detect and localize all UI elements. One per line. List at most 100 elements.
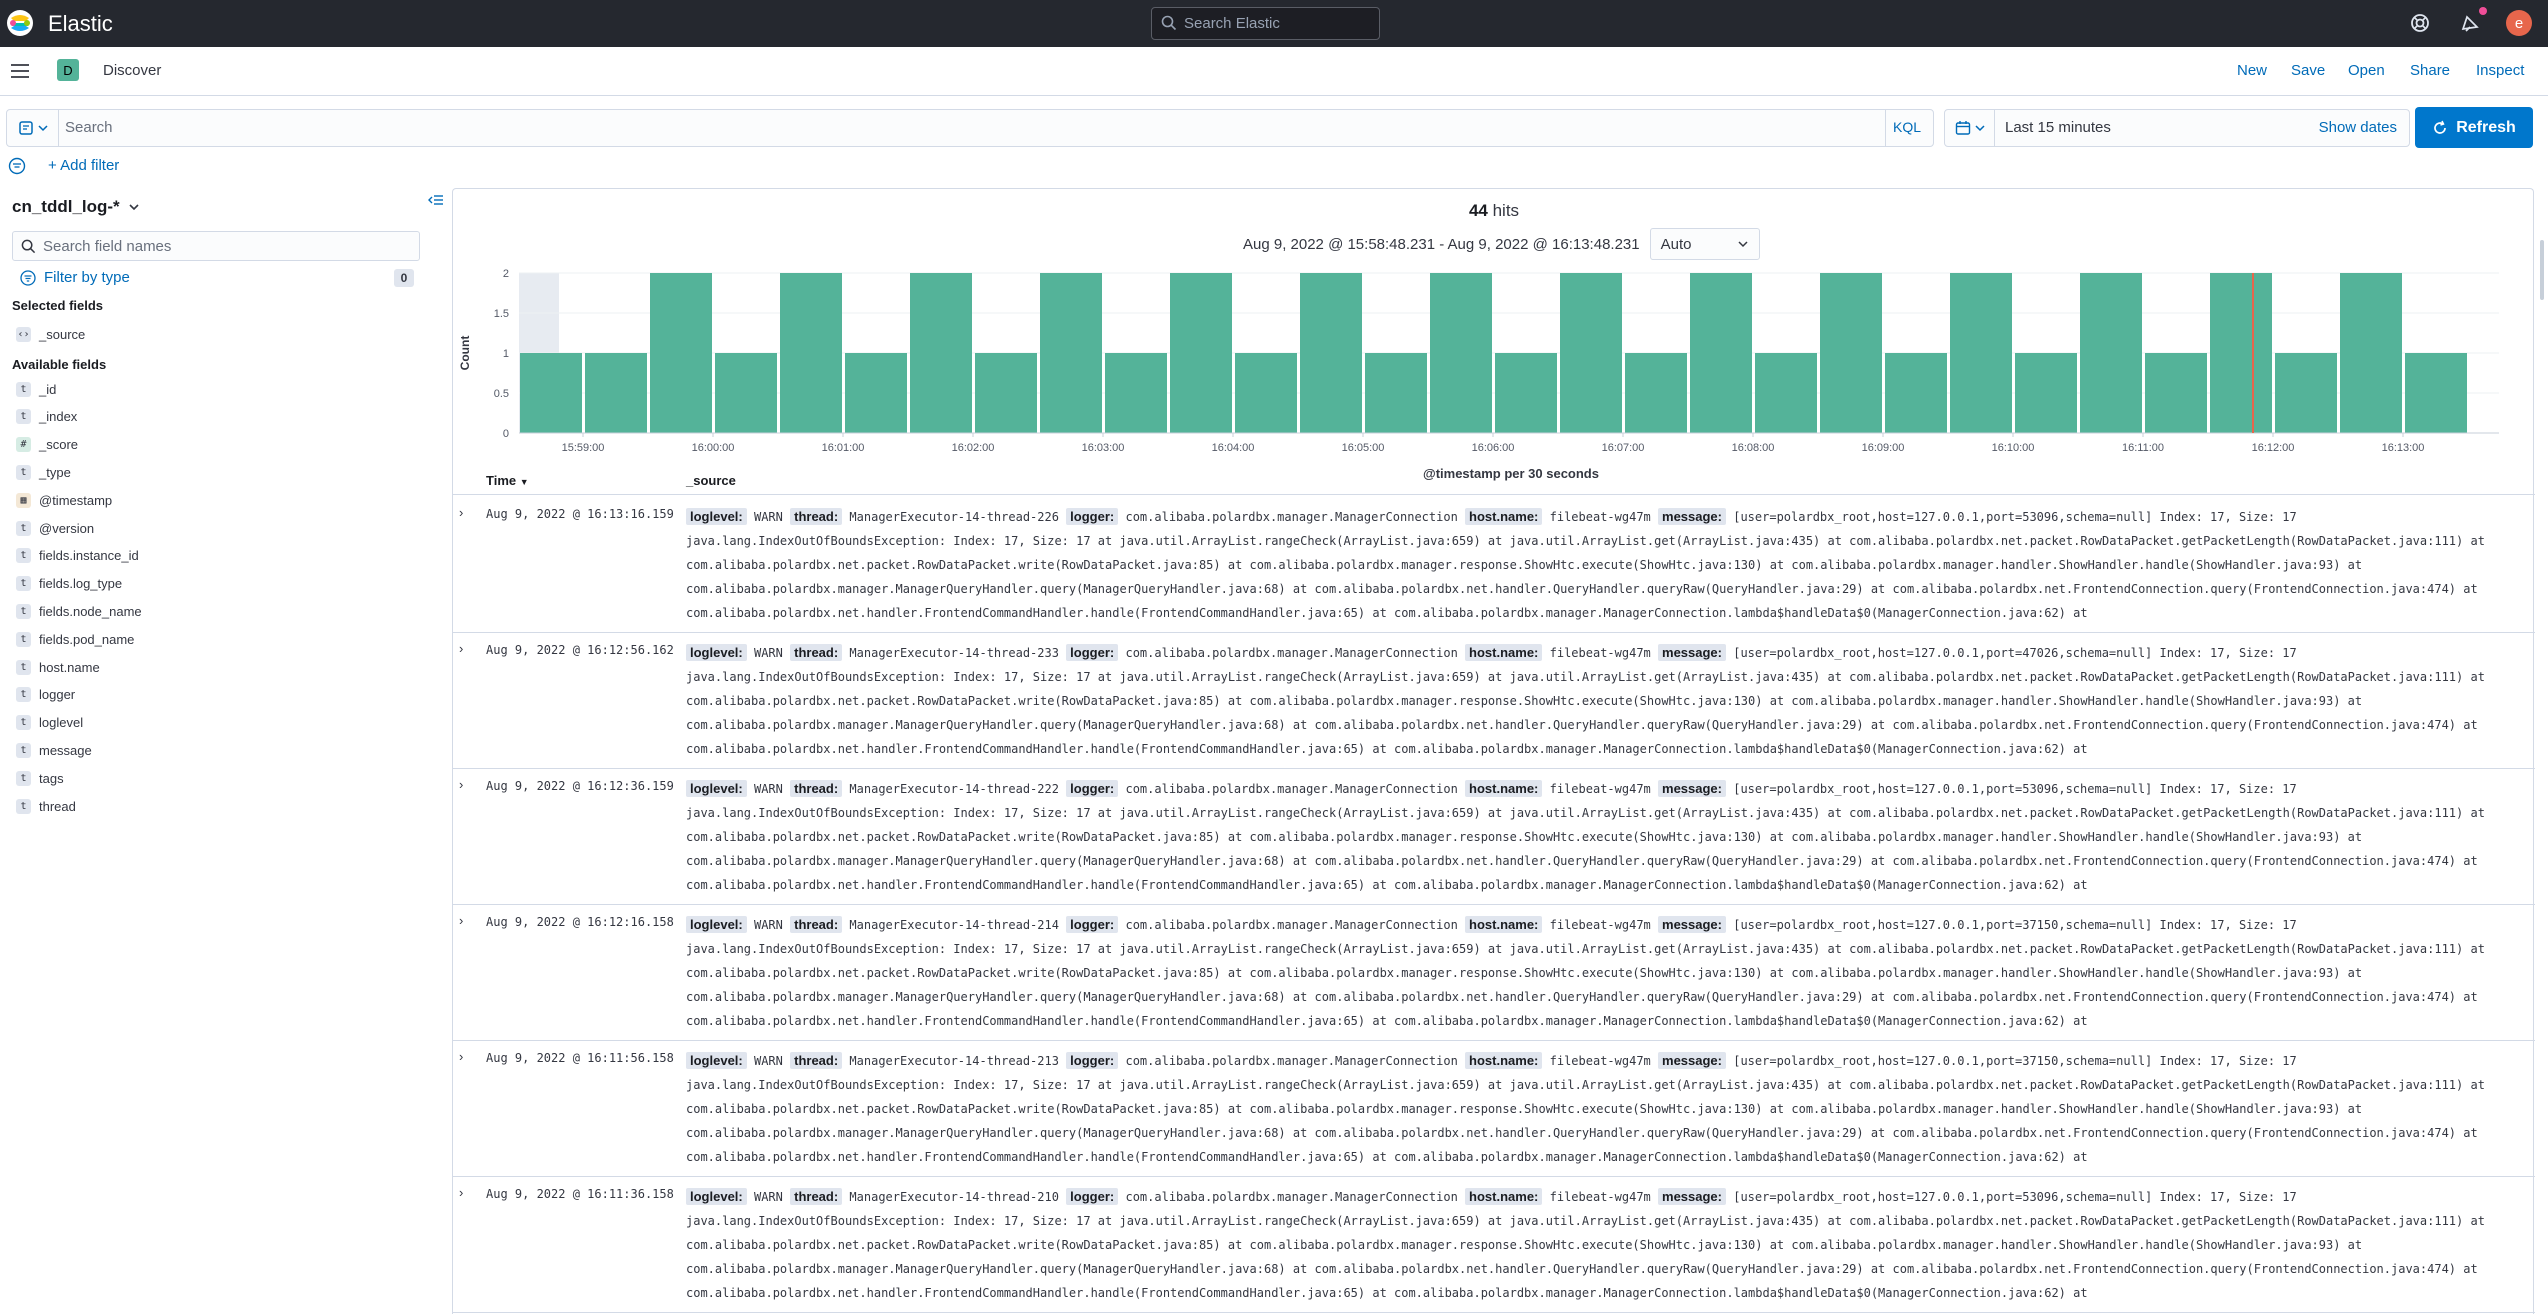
field-item[interactable]: t host.name — [16, 657, 100, 677]
global-search-input[interactable]: Search Elastic — [1151, 7, 1380, 40]
field-key: thread: — [790, 916, 843, 933]
field-item[interactable]: t tags — [16, 768, 64, 788]
share-button[interactable]: Share — [2410, 62, 2451, 79]
field-item[interactable]: t _index — [16, 407, 77, 427]
field-value: ,schema=null] Index: 17, Size: 17 — [2058, 1054, 2297, 1068]
field-value: 53096 — [2022, 1190, 2059, 1204]
expand-row-icon[interactable]: › — [459, 1049, 464, 1064]
filter-options-icon[interactable] — [8, 156, 26, 176]
y-tick-label: 0 — [503, 428, 509, 440]
elastic-logo-icon[interactable] — [6, 9, 34, 37]
histogram-bar — [780, 273, 842, 433]
index-pattern-label: cn_tddl_log-* — [12, 197, 120, 216]
field-name: fields.log_type — [39, 576, 123, 592]
new-button[interactable]: New — [2237, 62, 2268, 79]
refresh-button[interactable]: Refresh — [2415, 107, 2533, 148]
string-type-icon: t — [16, 770, 31, 786]
field-key: thread: — [790, 780, 843, 797]
field-item[interactable]: # _score — [16, 435, 78, 455]
field-item[interactable]: t @version — [16, 518, 94, 538]
column-time-header[interactable]: Time ▼ — [486, 473, 529, 488]
message-line: com.alibaba.polardbx.manager.ManagerQuer… — [686, 854, 2478, 868]
y-tick-label: 1.5 — [494, 308, 509, 320]
field-search-input[interactable]: Search field names — [12, 231, 420, 261]
show-dates-button[interactable]: Show dates — [2318, 119, 2397, 136]
expand-row-icon[interactable]: › — [459, 777, 464, 792]
field-item[interactable]: t fields.log_type — [16, 574, 122, 594]
message-line: java.lang.IndexOutOfBoundsException: Ind… — [686, 806, 2485, 820]
field-value: ManagerExecutor-14-thread-213 — [849, 1054, 1059, 1068]
field-name: loglevel — [39, 715, 84, 731]
number-type-icon: # — [16, 437, 31, 453]
field-item[interactable]: t fields.pod_name — [16, 629, 134, 649]
expand-row-icon[interactable]: › — [459, 641, 464, 656]
field-value: 53096 — [2022, 510, 2059, 524]
field-item[interactable]: t loglevel — [16, 713, 83, 733]
string-type-icon: t — [16, 798, 31, 814]
field-item[interactable]: t fields.node_name — [16, 601, 142, 621]
field-item[interactable]: ‹› _source — [16, 324, 85, 344]
field-value: [user=polardbx_root,host=127.0.0.1,port= — [1733, 1054, 2023, 1068]
histogram-bar — [1365, 353, 1427, 433]
x-tick-label: 16:05:00 — [1342, 442, 1385, 454]
field-name: _type — [39, 464, 71, 480]
brand-name[interactable]: Elastic — [48, 11, 113, 36]
message-line: com.alibaba.polardbx.net.packet.RowDataP… — [686, 830, 2363, 844]
histogram-bar — [1625, 353, 1687, 433]
field-item[interactable]: ▦ @timestamp — [16, 490, 112, 510]
expand-row-icon[interactable]: › — [459, 1185, 464, 1200]
field-value: 47026 — [2022, 646, 2059, 660]
field-item[interactable]: t thread — [16, 796, 76, 816]
field-item[interactable]: t _id — [16, 379, 56, 399]
collapse-sidebar-icon[interactable] — [428, 192, 444, 208]
histogram-bar — [1755, 353, 1817, 433]
page-scrollbar[interactable] — [2540, 240, 2544, 300]
saved-query-button[interactable] — [7, 110, 59, 146]
table-row: › Aug 9, 2022 @ 16:11:56.158 loglevel: WAR… — [453, 1041, 2535, 1177]
time-range-display: Aug 9, 2022 @ 15:58:48.231 - Aug 9, 2022… — [1243, 235, 1640, 253]
y-tick-label: 2 — [503, 268, 509, 280]
divider — [1885, 110, 1886, 146]
field-key: thread: — [790, 1052, 843, 1069]
message-line: com.alibaba.polardbx.net.handler.Fronten… — [686, 878, 2088, 892]
expand-row-icon[interactable]: › — [459, 913, 464, 928]
histogram-bar — [1820, 273, 1882, 433]
quick-menu-button[interactable] — [1945, 110, 1995, 146]
field-value: ,schema=null] Index: 17, Size: 17 — [2058, 1190, 2297, 1204]
field-key: message: — [1658, 1188, 1726, 1205]
query-input[interactable]: Search — [65, 119, 113, 136]
save-button[interactable]: Save — [2291, 62, 2326, 79]
index-pattern-selector[interactable]: cn_tddl_log-* — [12, 197, 140, 217]
field-value: filebeat-wg47m — [1549, 646, 1651, 660]
time-range-label[interactable]: Last 15 minutes — [2005, 119, 2111, 136]
filter-by-type-button[interactable]: Filter by type — [20, 269, 130, 286]
field-item[interactable]: t message — [16, 740, 92, 760]
field-value: WARN — [753, 510, 783, 524]
newsfeed-icon[interactable] — [2458, 11, 2482, 35]
space-avatar[interactable]: D — [57, 59, 79, 81]
histogram-bar — [1690, 273, 1752, 433]
menu-icon[interactable] — [10, 61, 30, 81]
field-key: loglevel: — [686, 1052, 747, 1069]
message-line: java.lang.IndexOutOfBoundsException: Ind… — [686, 670, 2485, 684]
open-button[interactable]: Open — [2348, 62, 2385, 79]
kql-toggle[interactable]: KQL — [1893, 119, 1922, 135]
field-item[interactable]: t _type — [16, 462, 71, 482]
inspect-button[interactable]: Inspect — [2476, 62, 2525, 79]
add-filter-button[interactable]: + Add filter — [48, 157, 120, 174]
histogram-bar — [715, 353, 777, 433]
field-key: host.name: — [1465, 916, 1543, 933]
interval-select[interactable]: Auto — [1649, 228, 1760, 260]
expand-row-icon[interactable]: › — [459, 505, 464, 520]
table-row: › Aug 9, 2022 @ 16:12:56.162 loglevel: WAR… — [453, 633, 2535, 769]
field-value: filebeat-wg47m — [1549, 1054, 1651, 1068]
histogram-bar — [2340, 273, 2402, 433]
help-icon[interactable] — [2408, 11, 2432, 35]
field-key: logger: — [1066, 1052, 1119, 1069]
filter-icon — [20, 269, 36, 286]
field-item[interactable]: t logger — [16, 685, 75, 705]
field-item[interactable]: t fields.instance_id — [16, 546, 139, 566]
field-name: @timestamp — [39, 492, 113, 508]
string-type-icon: t — [16, 520, 31, 536]
user-avatar[interactable]: e — [2506, 10, 2532, 36]
